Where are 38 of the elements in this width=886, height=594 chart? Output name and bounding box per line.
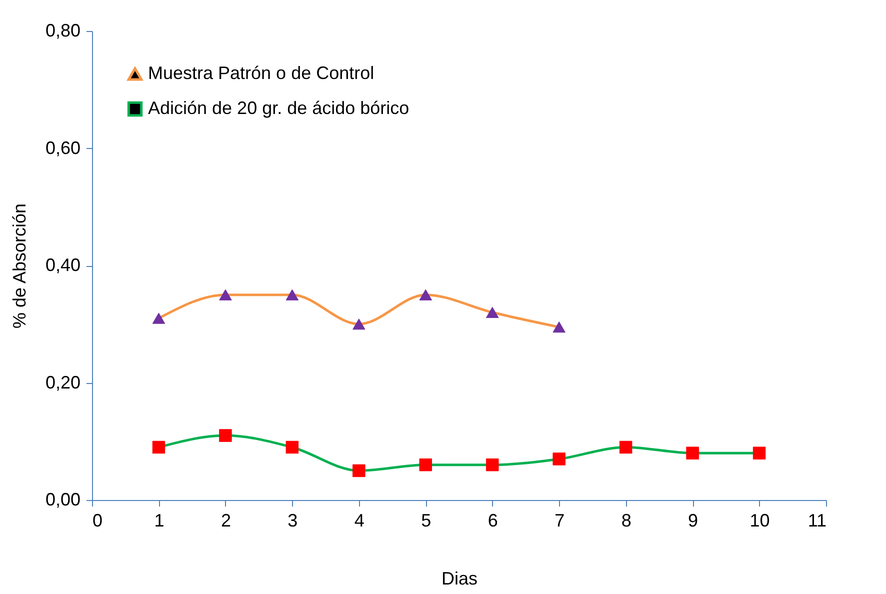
y-axis-title: % de Absorción <box>9 203 30 329</box>
legend-label: Muestra Patrón o de Control <box>148 63 374 83</box>
point <box>219 429 232 442</box>
point <box>352 464 366 478</box>
point <box>686 446 699 460</box>
point <box>286 440 299 454</box>
point <box>552 452 566 466</box>
x-tick-label: 7 <box>554 510 565 530</box>
x-tick-label: 6 <box>488 510 498 530</box>
point <box>552 322 566 333</box>
point <box>219 289 232 300</box>
x-tick-label: 1 <box>154 510 164 530</box>
x-tick-label: 9 <box>688 510 698 530</box>
x-axis-title: Dias <box>441 568 478 588</box>
x-tick-label: 10 <box>750 510 770 530</box>
point <box>419 289 432 300</box>
point <box>352 318 366 330</box>
point <box>619 440 632 454</box>
point <box>152 312 166 324</box>
point <box>286 289 299 300</box>
legend-label: Adición de 20 gr. de ácido bórico <box>148 98 410 118</box>
y-tick-label: 0,60 <box>45 138 80 158</box>
point <box>486 458 499 472</box>
point <box>752 446 766 460</box>
x-tick-label: 5 <box>421 510 432 530</box>
x-tick-label: 0 <box>92 510 103 530</box>
y-tick-label: 0,20 <box>45 372 80 392</box>
x-tick-label: 2 <box>220 510 231 530</box>
point <box>152 440 166 454</box>
y-tick-label: 0,40 <box>45 255 80 275</box>
x-tick-label: 8 <box>621 510 632 530</box>
x-tick-label: 3 <box>288 510 298 530</box>
y-tick-label: 0,00 <box>45 490 80 510</box>
x-tick-label: 11 <box>808 510 826 530</box>
y-tick-label: 0,80 <box>45 20 80 40</box>
point <box>419 458 432 472</box>
x-tick-label: 4 <box>354 510 364 530</box>
point <box>486 306 499 318</box>
